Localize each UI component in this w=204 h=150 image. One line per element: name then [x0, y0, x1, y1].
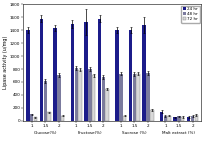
Bar — [53, 28, 57, 121]
Legend: 24 hr, 48 hr, 72 hr: 24 hr, 48 hr, 72 hr — [181, 6, 200, 23]
Bar — [61, 116, 64, 121]
Bar — [160, 112, 163, 121]
Bar — [40, 18, 43, 121]
Bar — [187, 117, 191, 121]
Bar — [119, 74, 123, 121]
Y-axis label: Lipase activity (u/mg): Lipase activity (u/mg) — [3, 36, 8, 89]
Bar — [71, 24, 74, 121]
Bar — [26, 30, 30, 121]
Bar — [84, 22, 88, 121]
Bar — [43, 81, 47, 121]
Bar — [195, 115, 198, 121]
Bar — [129, 30, 132, 121]
Bar — [136, 74, 140, 121]
Bar — [164, 116, 167, 121]
Bar — [133, 74, 136, 121]
Bar — [150, 110, 154, 121]
Bar — [74, 68, 78, 121]
Bar — [115, 30, 119, 121]
Bar — [98, 18, 101, 121]
Bar — [47, 112, 51, 121]
Bar — [92, 75, 95, 121]
Bar — [181, 117, 184, 121]
Bar — [191, 116, 194, 121]
Bar — [177, 116, 181, 121]
Bar — [30, 114, 33, 121]
Bar — [173, 117, 177, 121]
Bar — [123, 116, 126, 121]
Bar — [78, 70, 82, 121]
Bar — [88, 69, 92, 121]
Bar — [105, 89, 109, 121]
Bar — [142, 25, 146, 121]
Bar — [146, 73, 150, 121]
Bar — [57, 75, 61, 121]
Bar — [167, 116, 171, 121]
Bar — [34, 117, 37, 121]
Bar — [102, 77, 105, 121]
